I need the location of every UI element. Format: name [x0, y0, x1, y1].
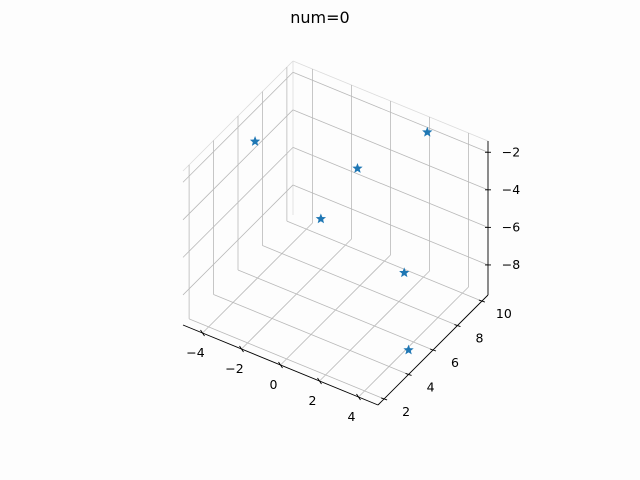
gridline-z-side: [182, 71, 294, 183]
gridline-z-side: [182, 109, 294, 221]
chart-title: num=0: [290, 8, 349, 27]
x-tick-label: 2: [309, 393, 317, 408]
gridline-y-floor: [188, 318, 385, 400]
gridline-z-side: [182, 147, 294, 258]
y-tick-label: 10: [496, 306, 512, 321]
x-tick-label: −2: [225, 361, 243, 376]
gridline-y-floor: [213, 294, 409, 375]
z-tick-label: −6: [502, 219, 520, 234]
y-tick: [454, 324, 461, 327]
z-tick-label: −2: [502, 144, 520, 159]
x-tick: [317, 377, 322, 385]
y-tick-label: 4: [427, 379, 435, 394]
gridline-z-back: [292, 109, 489, 191]
data-point-marker: [352, 163, 363, 173]
z-tick-label: −4: [502, 182, 520, 197]
data-markers: [249, 126, 433, 355]
y-tick-label: 2: [402, 404, 410, 419]
tick-labels: −4 −2 0 2 4 2 4 6 8 10 −2 −4 −6 −8: [186, 144, 520, 424]
gridlines: [182, 67, 489, 400]
x-tick-label: 0: [270, 377, 278, 392]
data-point-marker: [249, 136, 261, 146]
y-tick-label: 8: [475, 331, 483, 346]
data-point-marker: [422, 126, 433, 137]
axes-panes: [182, 60, 489, 215]
y-tick: [429, 348, 437, 352]
x-tick: [239, 345, 244, 353]
x-tick: [356, 393, 361, 401]
gridline-y-floor: [286, 220, 483, 302]
x-tick-label: −4: [186, 345, 204, 360]
gridline-z-side: [182, 184, 294, 296]
y-tick-label: 6: [451, 355, 459, 370]
y-tick: [380, 397, 388, 401]
x-tick: [200, 329, 205, 337]
x-tick-label: 4: [348, 409, 356, 424]
gridline-z-back: [292, 71, 489, 153]
z-tick-label: −8: [502, 257, 520, 272]
gridline-y-floor: [237, 269, 434, 351]
y-tick: [405, 373, 412, 376]
gridline-z-back: [292, 184, 489, 266]
data-point-marker: [315, 213, 327, 224]
y-tick: [478, 299, 486, 303]
x-tick: [278, 361, 283, 369]
data-point-marker: [403, 344, 414, 355]
ticks: [200, 151, 491, 401]
gridline-y-floor: [262, 245, 458, 326]
data-point-marker: [399, 267, 410, 278]
gridline-z-back: [292, 147, 489, 228]
